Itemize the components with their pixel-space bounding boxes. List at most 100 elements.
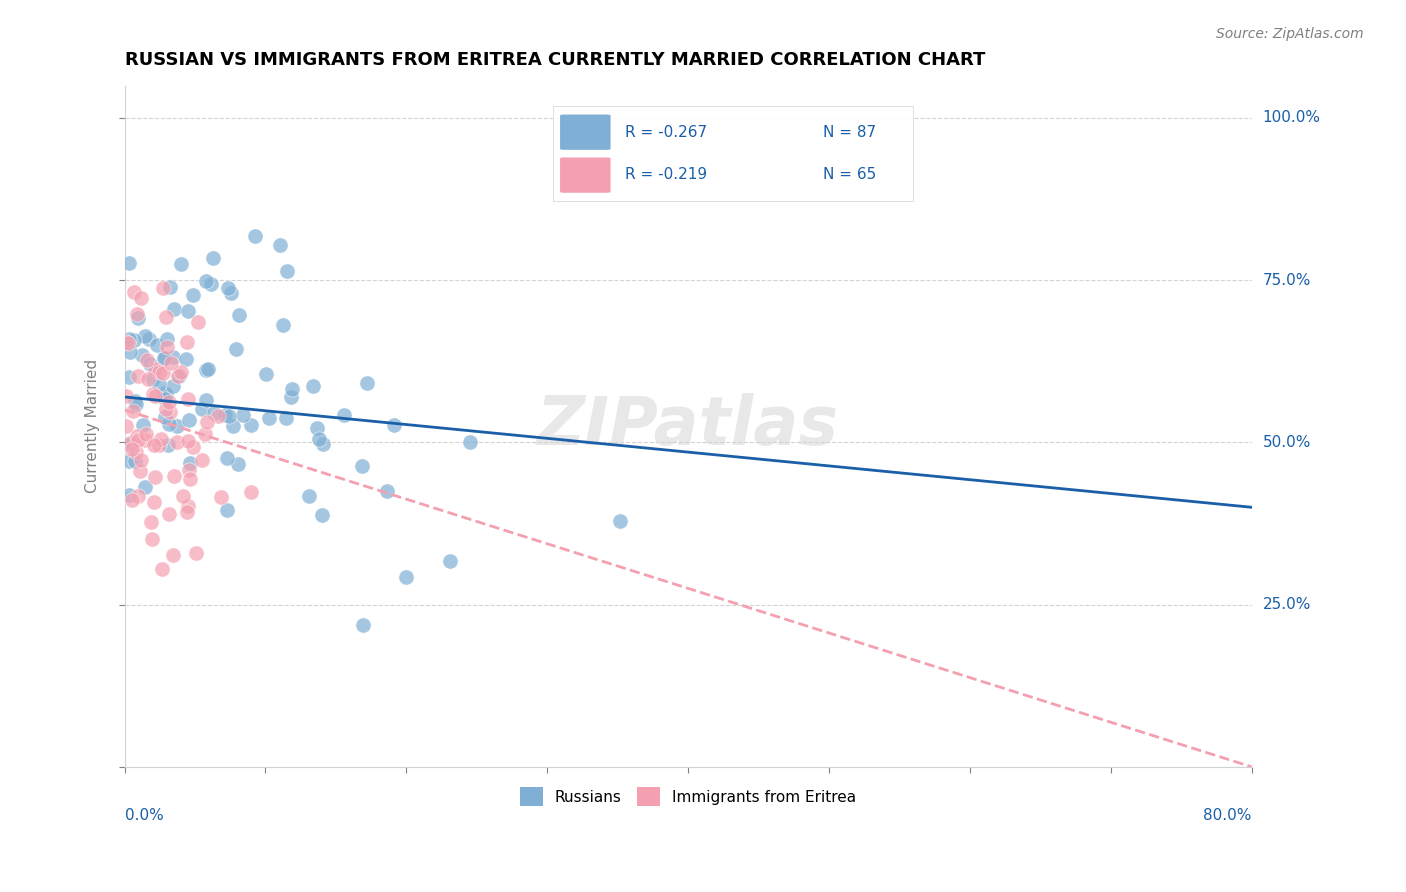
Point xyxy=(143,389,166,403)
Point xyxy=(127,307,149,321)
Point xyxy=(125,428,148,442)
Text: 80.0%: 80.0% xyxy=(1204,808,1251,823)
Point xyxy=(157,417,180,432)
Point xyxy=(166,419,188,434)
Point xyxy=(439,553,461,567)
Legend: Russians, Immigrants from Eritrea: Russians, Immigrants from Eritrea xyxy=(512,780,865,814)
Point xyxy=(382,417,405,432)
Point xyxy=(125,445,148,459)
Point xyxy=(157,394,180,409)
Point xyxy=(142,372,165,386)
Point xyxy=(155,392,177,407)
Point xyxy=(148,365,170,379)
Point xyxy=(124,394,146,409)
Point xyxy=(280,390,302,404)
Point xyxy=(307,420,329,434)
Point xyxy=(298,489,321,503)
Point xyxy=(257,410,280,425)
Point xyxy=(118,370,141,384)
Point xyxy=(350,459,373,474)
Point xyxy=(132,418,155,433)
Point xyxy=(129,464,152,478)
Text: RUSSIAN VS IMMIGRANTS FROM ERITREA CURRENTLY MARRIED CORRELATION CHART: RUSSIAN VS IMMIGRANTS FROM ERITREA CURRE… xyxy=(125,51,986,69)
Point xyxy=(239,417,262,432)
Point xyxy=(122,333,145,347)
Point xyxy=(157,507,180,521)
Point xyxy=(240,485,263,500)
Point xyxy=(117,336,139,351)
Point xyxy=(129,453,152,467)
Point xyxy=(127,368,149,383)
Point xyxy=(375,483,398,498)
Point xyxy=(217,281,239,295)
Point xyxy=(127,433,149,447)
Point xyxy=(202,406,225,420)
Point xyxy=(141,532,163,546)
Point xyxy=(156,340,179,354)
Point xyxy=(243,229,266,244)
Point xyxy=(207,409,229,424)
Point xyxy=(176,499,198,513)
Point xyxy=(177,392,200,407)
Point xyxy=(155,310,177,325)
Point xyxy=(127,490,149,504)
Point xyxy=(458,435,481,450)
Point xyxy=(191,453,214,467)
Point xyxy=(163,468,186,483)
Point xyxy=(152,385,174,400)
Point xyxy=(225,343,247,357)
Point xyxy=(176,505,198,519)
Point xyxy=(194,427,217,442)
Point xyxy=(194,362,217,376)
Point xyxy=(166,435,188,450)
Point xyxy=(162,379,184,393)
Point xyxy=(162,350,184,364)
Point xyxy=(124,453,146,467)
Point xyxy=(232,408,254,422)
Point xyxy=(226,458,249,472)
Point xyxy=(308,432,330,446)
Point xyxy=(167,368,190,383)
Text: Source: ZipAtlas.com: Source: ZipAtlas.com xyxy=(1216,27,1364,41)
Point xyxy=(155,387,177,401)
Point xyxy=(142,386,165,401)
Point xyxy=(194,392,217,407)
Point xyxy=(217,451,239,466)
Point xyxy=(176,334,198,349)
Point xyxy=(209,491,232,505)
Point xyxy=(118,454,141,468)
Point xyxy=(134,480,156,494)
Point xyxy=(169,365,191,379)
Y-axis label: Currently Married: Currently Married xyxy=(86,359,100,493)
Point xyxy=(179,456,201,470)
Point xyxy=(118,345,141,359)
Text: 0.0%: 0.0% xyxy=(125,808,163,823)
Point xyxy=(218,409,240,423)
Text: 50.0%: 50.0% xyxy=(1263,435,1310,450)
Point xyxy=(118,436,141,450)
Point xyxy=(156,438,179,452)
Point xyxy=(121,442,143,456)
Point xyxy=(177,413,200,427)
Point xyxy=(174,351,197,366)
Point xyxy=(152,366,174,380)
Point xyxy=(115,389,138,403)
Point xyxy=(122,285,145,300)
Text: 75.0%: 75.0% xyxy=(1263,273,1310,288)
Point xyxy=(195,416,218,430)
Point xyxy=(162,548,184,562)
Point xyxy=(139,515,162,529)
Point xyxy=(135,353,157,368)
Point xyxy=(131,291,153,305)
Point xyxy=(153,410,176,425)
Point xyxy=(163,301,186,316)
Point xyxy=(153,351,176,365)
Point xyxy=(271,318,294,333)
Point xyxy=(191,401,214,416)
Point xyxy=(136,372,159,386)
Point xyxy=(115,419,138,434)
Point xyxy=(214,409,236,423)
Point xyxy=(127,310,149,325)
Point xyxy=(217,503,239,517)
Point xyxy=(155,402,177,417)
